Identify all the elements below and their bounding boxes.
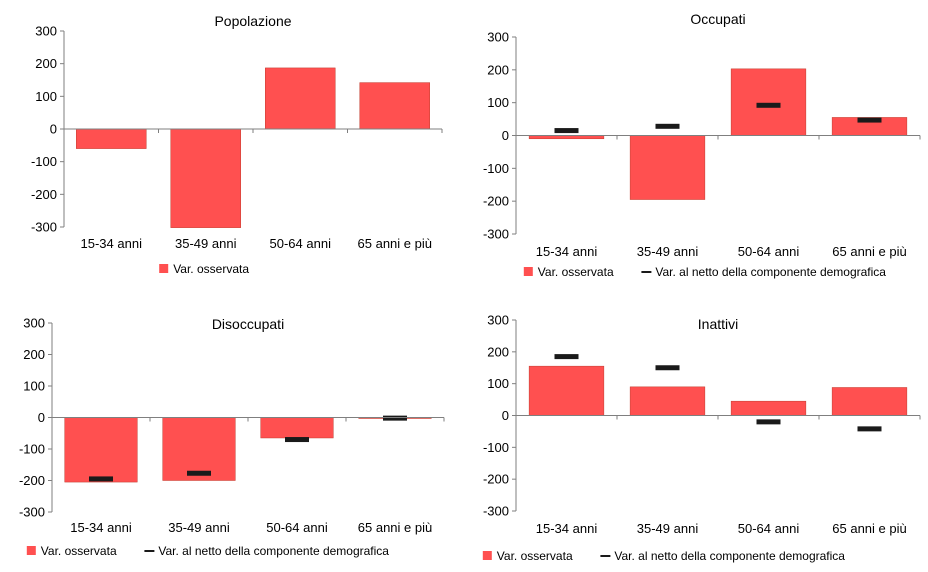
legend-label: Var. osservata xyxy=(538,265,614,279)
chart-svg: Disoccupati -300 -200 -100 0 100 200 300 15-34 a… xyxy=(19,316,445,558)
y-tick-label: -100 xyxy=(19,442,45,457)
y-tick-label: -300 xyxy=(19,505,45,520)
y-tick-label: 100 xyxy=(487,376,509,391)
legend-label: Var. osservata xyxy=(497,549,573,563)
chart-popolazione: Popolazione -300 -200 -100 0 100 200 300 15-34 a… xyxy=(0,0,460,283)
x-tick-label: 15-34 anni xyxy=(536,244,598,259)
bar-15-34-anni xyxy=(528,365,605,416)
legend-swatch-bar xyxy=(159,264,169,273)
y-tick-label: 100 xyxy=(487,95,509,110)
legend-swatch-bar xyxy=(523,267,533,276)
chart-title: Popolazione xyxy=(214,13,291,29)
bar-35-49-anni xyxy=(162,417,236,481)
marker-35-49-anni xyxy=(655,123,680,129)
y-tick-label: 200 xyxy=(35,56,57,71)
y-tick-label: -200 xyxy=(19,473,45,488)
marker-35-49-anni xyxy=(655,365,680,371)
chart-svg: Occupati -300 -200 -100 0 100 200 300 15-34 anni… xyxy=(483,11,921,279)
y-tick-label: -100 xyxy=(31,154,57,169)
x-tick-label: 35-49 anni xyxy=(637,521,699,536)
marker-65-anni-e-pi xyxy=(857,426,882,432)
y-tick-label: 200 xyxy=(487,62,509,77)
bar-65-anni-e-pi xyxy=(831,387,908,416)
chart-svg: Popolazione -300 -200 -100 0 100 200 300 15-34 a… xyxy=(31,13,443,276)
y-tick-label: 200 xyxy=(487,344,509,359)
legend-label: Var. al netto della componente demografi… xyxy=(614,549,845,563)
legend-label: Var. al netto della componente demografi… xyxy=(158,544,389,558)
y-tick-label: -300 xyxy=(483,227,509,242)
y-tick-label: 0 xyxy=(502,408,509,423)
legend-label: Var. osservata xyxy=(41,544,117,558)
legend: Var. osservata Var. al netto della compon… xyxy=(26,544,389,558)
x-tick-label: 50-64 anni xyxy=(266,520,328,535)
marker-50-64-anni xyxy=(756,102,781,108)
x-tick-label: 15-34 anni xyxy=(536,521,598,536)
x-tick-label: 15-34 anni xyxy=(70,520,132,535)
marker-15-34-anni xyxy=(554,354,579,360)
y-tick-label: 300 xyxy=(35,24,57,39)
legend: Var. osservata xyxy=(159,262,249,276)
bar-50-64-anni xyxy=(730,400,807,416)
x-tick-label: 50-64 anni xyxy=(738,521,800,536)
chart-disoccupati: Disoccupati -300 -200 -100 0 100 200 300 15-34 a… xyxy=(0,284,460,567)
y-tick-label: -200 xyxy=(31,187,57,202)
chart-inattivi: Inattivi -300 -200 -100 0 100 200 300 15-34 anni… xyxy=(464,284,928,567)
x-tick-label: 35-49 anni xyxy=(168,520,230,535)
x-tick-label: 65 anni e più xyxy=(358,520,432,535)
y-tick-label: 100 xyxy=(35,89,57,104)
y-tick-label: -300 xyxy=(31,220,57,235)
legend-label: Var. al netto della componente demografi… xyxy=(655,265,886,279)
legend: Var. osservata Var. al netto della compon… xyxy=(523,265,886,279)
bar-65-anni-e-pi xyxy=(359,82,430,130)
legend-swatch-bar xyxy=(26,546,36,555)
x-tick-label: 15-34 anni xyxy=(81,236,143,251)
x-tick-label: 35-49 anni xyxy=(637,244,699,259)
marker-15-34-anni xyxy=(89,476,113,482)
y-tick-label: 300 xyxy=(23,316,45,331)
chart-title: Occupati xyxy=(690,11,745,27)
marker-50-64-anni xyxy=(756,419,781,425)
bar-50-64-anni xyxy=(260,417,334,439)
x-tick-label: 50-64 anni xyxy=(738,244,800,259)
legend: Var. osservata Var. al netto della compon… xyxy=(482,549,845,563)
bar-35-49-anni xyxy=(170,128,241,228)
bar-35-49-anni xyxy=(629,386,706,416)
x-tick-label: 65 anni e più xyxy=(832,521,906,536)
marker-15-34-anni xyxy=(554,128,579,134)
y-tick-label: 300 xyxy=(487,313,509,328)
chart-occupati: Occupati -300 -200 -100 0 100 200 300 15-34 anni… xyxy=(464,0,928,283)
marker-50-64-anni xyxy=(285,437,309,443)
x-tick-label: 50-64 anni xyxy=(270,236,332,251)
marker-65-anni-e-pi xyxy=(383,415,407,421)
y-tick-label: -100 xyxy=(483,440,509,455)
bar-35-49-anni xyxy=(629,135,706,200)
bar-50-64-anni xyxy=(265,67,336,130)
y-tick-label: 0 xyxy=(50,122,57,137)
chart-title: Disoccupati xyxy=(212,316,284,332)
y-tick-label: -200 xyxy=(483,194,509,209)
y-tick-label: 300 xyxy=(487,30,509,45)
x-tick-label: 35-49 anni xyxy=(175,236,237,251)
y-tick-label: 0 xyxy=(502,128,509,143)
legend-swatch-marker xyxy=(600,555,611,557)
marker-65-anni-e-pi xyxy=(857,117,882,123)
marker-35-49-anni xyxy=(187,470,211,476)
x-tick-label: 65 anni e più xyxy=(832,244,906,259)
y-tick-label: 100 xyxy=(23,379,45,394)
y-tick-label: 0 xyxy=(38,410,45,425)
y-tick-label: -300 xyxy=(483,504,509,519)
chart-title: Inattivi xyxy=(698,316,738,332)
y-tick-label: -100 xyxy=(483,161,509,176)
y-tick-label: -200 xyxy=(483,472,509,487)
bar-15-34-anni xyxy=(64,417,138,483)
legend-label: Var. osservata xyxy=(173,262,249,276)
bar-15-34-anni xyxy=(76,128,147,149)
y-tick-label: 200 xyxy=(23,347,45,362)
legend-swatch-bar xyxy=(482,551,492,560)
legend-swatch-marker xyxy=(144,550,155,552)
bar-50-64-anni xyxy=(730,68,807,136)
chart-svg: Inattivi -300 -200 -100 0 100 200 300 15-34 anni… xyxy=(482,313,921,563)
legend-swatch-marker xyxy=(641,271,652,273)
x-tick-label: 65 anni e più xyxy=(358,236,432,251)
